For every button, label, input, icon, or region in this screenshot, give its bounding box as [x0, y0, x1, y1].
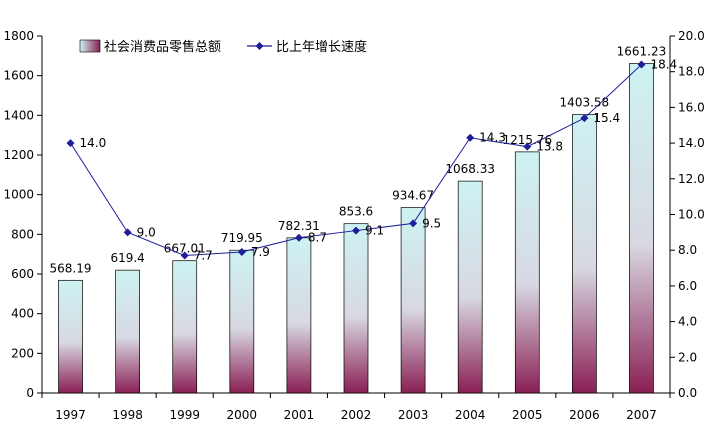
bar-value-label: 619.4 [110, 251, 144, 265]
line-point-marker [409, 219, 418, 228]
line-value-label: 9.0 [137, 225, 156, 239]
right-tick-label: 16.0 [678, 100, 705, 114]
line-value-label: 18.4 [650, 58, 677, 72]
line-point-marker [66, 139, 75, 148]
right-tick-label: 4.0 [678, 315, 697, 329]
legend-bar-label: 社会消费品零售总额 [104, 39, 221, 55]
legend-line-marker-icon [255, 42, 264, 50]
bar [629, 63, 654, 394]
x-tick-label: 2000 [227, 408, 258, 422]
bar [115, 269, 140, 394]
line-data-labels: 14.0 9.0 7.7 7.9 8.7 9.1 9.5 14.3 13.8 15.4 18.4 [80, 58, 678, 263]
right-tick-label: 18.0 [678, 65, 705, 79]
line-point-marker [352, 226, 360, 235]
right-axis-ticks: 0.0 2.0 4.0 6.0 8.0 10.0 12.0 14.0 16.0 18.0 20.0 [670, 29, 705, 400]
line-point-marker [580, 114, 589, 123]
left-tick-label: 800 [11, 227, 34, 241]
x-tick-label: 2003 [398, 408, 429, 422]
bar-value-label: 1215.76 [502, 133, 552, 147]
bar [514, 151, 540, 394]
x-tick-label: 1998 [112, 408, 143, 422]
x-tick-label: 2001 [284, 408, 315, 422]
line-value-label: 8.7 [308, 231, 327, 245]
bar-value-label: 1403.58 [560, 96, 610, 110]
x-tick-label: 2006 [569, 408, 600, 422]
left-tick-label: 0 [26, 386, 34, 400]
bar [343, 223, 369, 394]
left-axis-ticks: 0 200 400 600 800 1000 1200 1400 1600 1800 [3, 29, 42, 400]
bar-value-label: 719.95 [221, 231, 263, 245]
line-value-label: 15.4 [593, 111, 620, 125]
left-tick-label: 600 [11, 267, 34, 281]
x-tick-label: 1999 [169, 408, 200, 422]
right-tick-label: 0.0 [678, 386, 697, 400]
legend-line-label: 比上年增长速度 [276, 39, 367, 55]
line-point-marker [180, 251, 189, 260]
bar-value-label: 934.67 [392, 189, 434, 203]
bar-series [58, 63, 654, 394]
left-tick-label: 1600 [3, 69, 34, 83]
bar [572, 114, 597, 394]
line-value-label: 9.1 [365, 224, 384, 238]
left-tick-label: 1400 [3, 108, 34, 122]
left-tick-label: 1800 [3, 29, 34, 43]
bar [172, 260, 198, 394]
bar-value-label: 1661.23 [617, 45, 667, 59]
x-axis-ticks: 1997 1998 1999 2000 2001 2002 2003 2004 2005 2006… [41, 393, 671, 422]
line-point-marker [237, 247, 246, 256]
right-tick-label: 20.0 [678, 29, 705, 43]
line-value-label: 7.9 [251, 245, 270, 259]
left-tick-label: 400 [11, 307, 34, 321]
bar [58, 279, 83, 394]
bar-value-label: 1068.33 [445, 162, 495, 176]
bar-value-label: 667.01 [164, 242, 206, 256]
x-tick-label: 2002 [341, 408, 372, 422]
line-point-marker [523, 142, 532, 151]
right-tick-label: 12.0 [678, 172, 705, 186]
legend: 社会消费品零售总额 比上年增长速度 [79, 39, 367, 55]
bar-data-labels: 568.19 619.4 667.01 719.95 782.31 853.6 934.67… [50, 45, 667, 276]
bar-value-label: 782.31 [278, 219, 320, 233]
line-point-marker [294, 233, 303, 242]
x-tick-label: 2004 [455, 408, 486, 422]
right-tick-label: 8.0 [678, 243, 697, 257]
line-value-label: 7.7 [194, 249, 213, 263]
line-value-label: 9.5 [422, 216, 441, 230]
left-tick-label: 1200 [3, 148, 34, 162]
right-tick-label: 6.0 [678, 279, 697, 293]
line-point-marker [637, 60, 646, 69]
left-tick-label: 1000 [3, 188, 34, 202]
legend-bar-swatch [79, 39, 101, 53]
x-tick-label: 2005 [512, 408, 543, 422]
line-point-marker [466, 133, 475, 142]
line-value-label: 14.3 [479, 131, 506, 145]
left-tick-label: 200 [11, 346, 34, 360]
bar [286, 237, 312, 394]
line-value-label: 13.8 [536, 140, 563, 154]
x-tick-label: 1997 [55, 408, 86, 422]
line-value-label: 14.0 [80, 136, 107, 150]
right-tick-label: 2.0 [678, 350, 697, 364]
bar-value-label: 568.19 [50, 261, 92, 275]
bar [229, 249, 255, 394]
bar-value-label: 853.6 [339, 205, 373, 219]
bar [400, 207, 426, 394]
bar [457, 180, 483, 394]
line-series [66, 60, 646, 260]
x-tick-label: 2007 [626, 408, 657, 422]
right-tick-label: 14.0 [678, 136, 705, 150]
line-point-marker [123, 228, 132, 237]
right-tick-label: 10.0 [678, 208, 705, 222]
